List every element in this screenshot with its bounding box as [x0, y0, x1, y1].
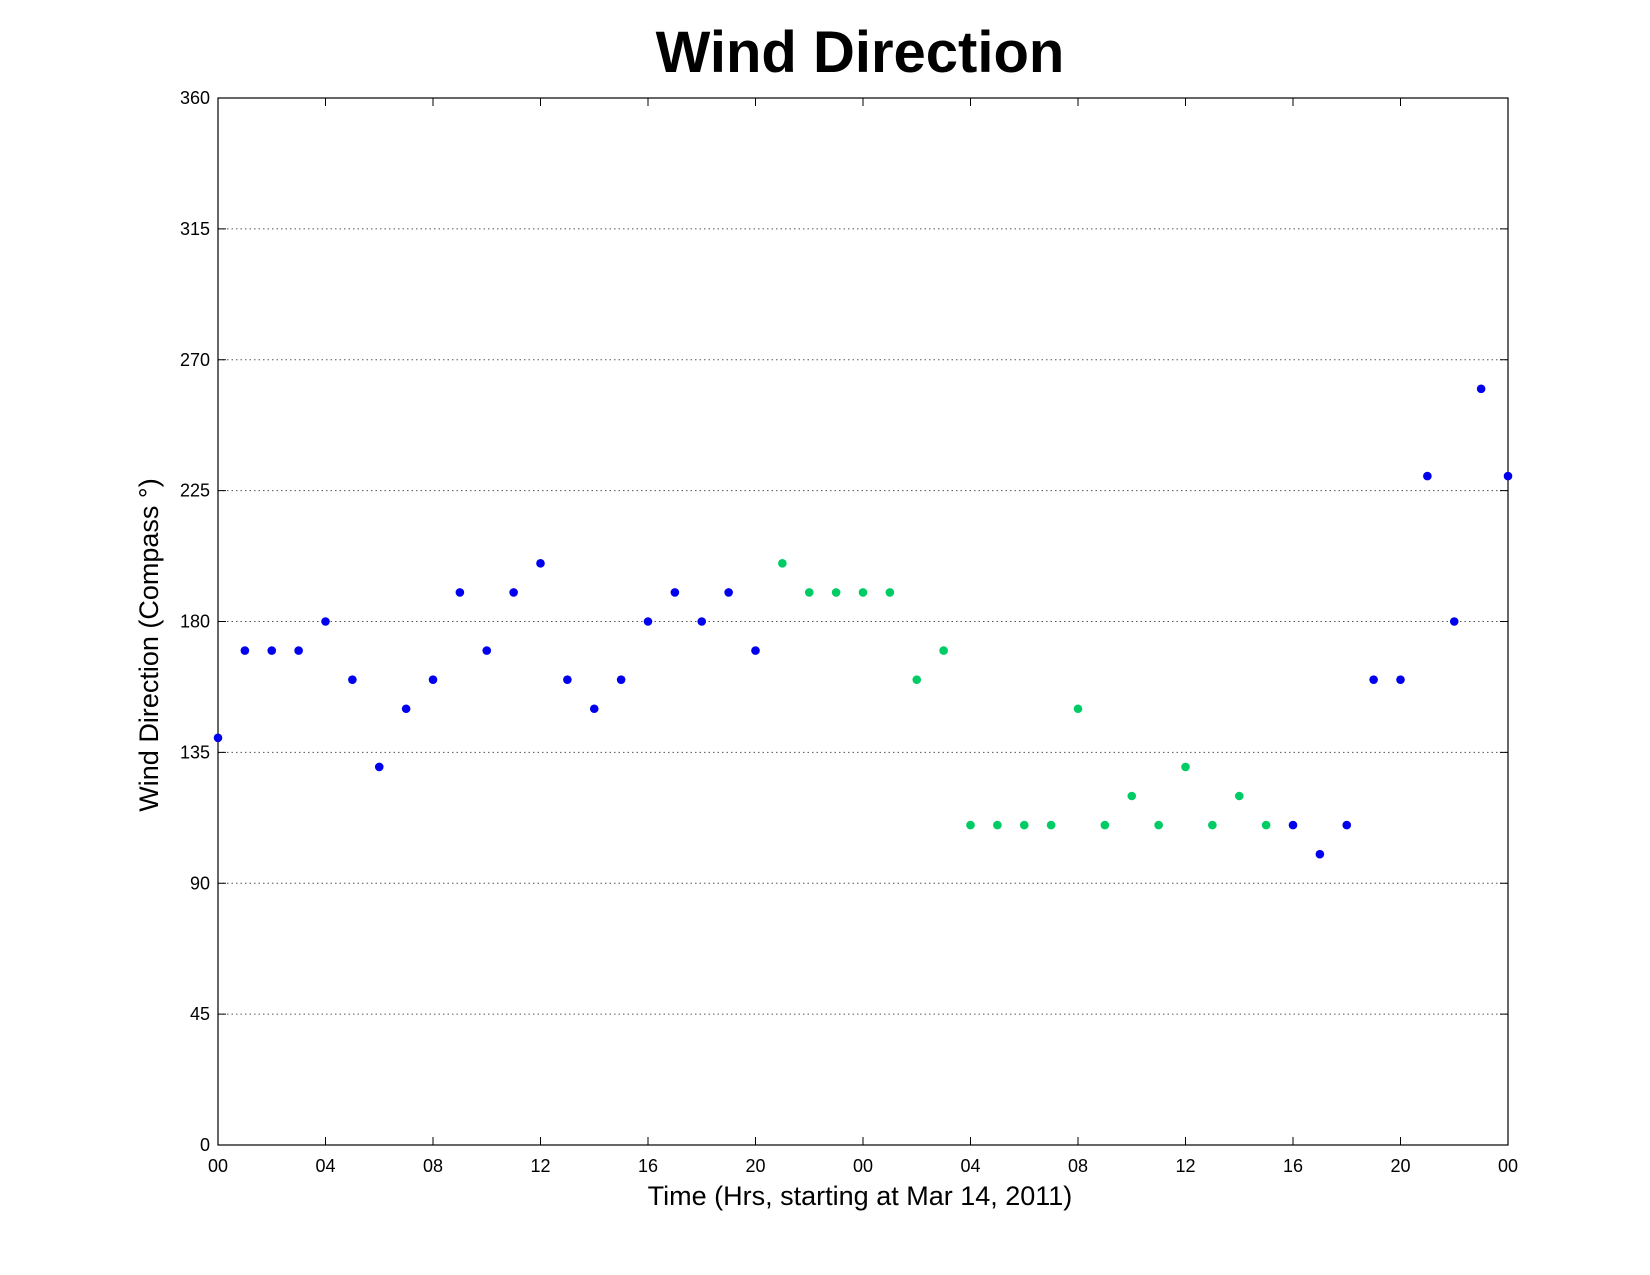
data-point-blue [1449, 617, 1459, 626]
y-tick-label: 45 [190, 1004, 210, 1024]
y-tick-label: 360 [180, 88, 210, 108]
grid-lines [218, 228, 1508, 1015]
data-point-green [1046, 820, 1056, 830]
data-point-blue [563, 675, 572, 684]
y-tick-label: 315 [180, 219, 210, 239]
data-point-blue [1315, 849, 1325, 859]
data-point-blue [321, 617, 330, 626]
x-tick-label: 00 [208, 1156, 228, 1176]
data-point-green [1261, 820, 1271, 830]
y-tick-label: 0 [200, 1135, 210, 1155]
data-point-green [1181, 762, 1190, 772]
x-tick-label: 16 [638, 1156, 658, 1176]
y-axis-label: Wind Direction (Compass °) [134, 478, 164, 811]
data-point-green [1019, 820, 1029, 830]
x-tick-label: 04 [960, 1156, 980, 1176]
data-point-blue [1423, 471, 1432, 481]
x-tick-label: 00 [1498, 1156, 1518, 1176]
data-point-green [1127, 791, 1137, 801]
data-point-green [778, 559, 787, 568]
x-tick-label: 00 [853, 1156, 873, 1176]
data-point-blue [1503, 471, 1513, 481]
x-tick-label: 04 [315, 1156, 335, 1176]
x-tick-label: 20 [745, 1156, 765, 1176]
data-point-green [1154, 820, 1163, 830]
data-point-green [885, 588, 895, 597]
x-axis-label: Time (Hrs, starting at Mar 14, 2011) [648, 1181, 1073, 1211]
data-point-blue [428, 675, 438, 684]
data-point-blue [1288, 820, 1298, 830]
data-point-blue [643, 617, 653, 626]
data-point-green [912, 675, 922, 684]
data-point-green [993, 820, 1002, 830]
y-tick-label: 135 [180, 742, 210, 762]
data-point-blue [670, 588, 680, 597]
data-point-green [831, 588, 841, 597]
data-point-blue [348, 675, 357, 684]
data-point-blue [1396, 675, 1405, 684]
data-point-blue [589, 704, 599, 714]
x-tick-label: 12 [530, 1156, 550, 1176]
data-point-green [804, 588, 814, 597]
data-point-blue [401, 704, 411, 714]
data-point-blue [294, 646, 303, 655]
data-point-blue [374, 762, 384, 772]
data-point-blue [724, 588, 733, 597]
x-tick-label: 16 [1283, 1156, 1303, 1176]
data-point-blue [509, 588, 518, 597]
y-tick-label: 225 [180, 481, 210, 501]
x-tick-label: 08 [1068, 1156, 1088, 1176]
data-point-blue [213, 733, 223, 743]
data-point-blue [455, 588, 465, 597]
data-point-green [1100, 820, 1110, 830]
x-axis-ticks: 00 04 08 12 16 20 00 04 08 12 16 20 00 [208, 98, 1518, 1176]
data-point-green [966, 820, 975, 830]
data-point-blue [1342, 820, 1352, 830]
y-axis-ticks: 0 45 90 135 180 225 270 315 360 [180, 88, 1508, 1155]
data-point-blue [536, 559, 545, 568]
data-point-green [1208, 820, 1217, 830]
data-point-green [1073, 704, 1083, 714]
x-tick-label: 12 [1175, 1156, 1195, 1176]
data-point-blue [616, 675, 626, 684]
chart-title: Wind Direction [656, 20, 1065, 85]
data-point-blue [751, 646, 760, 655]
data-point-blue [482, 646, 492, 655]
data-points [213, 384, 1513, 859]
data-point-blue [1476, 384, 1486, 394]
y-tick-label: 270 [180, 350, 210, 370]
data-point-blue [697, 617, 707, 626]
data-point-green [858, 588, 868, 597]
data-point-blue [267, 646, 277, 655]
data-point-green [1234, 791, 1244, 801]
x-tick-label: 08 [423, 1156, 443, 1176]
data-point-blue [240, 646, 250, 655]
x-tick-label: 20 [1390, 1156, 1410, 1176]
data-point-blue [1369, 675, 1378, 684]
y-tick-label: 180 [180, 612, 210, 632]
y-tick-label: 90 [190, 873, 210, 893]
data-point-green [939, 646, 948, 655]
